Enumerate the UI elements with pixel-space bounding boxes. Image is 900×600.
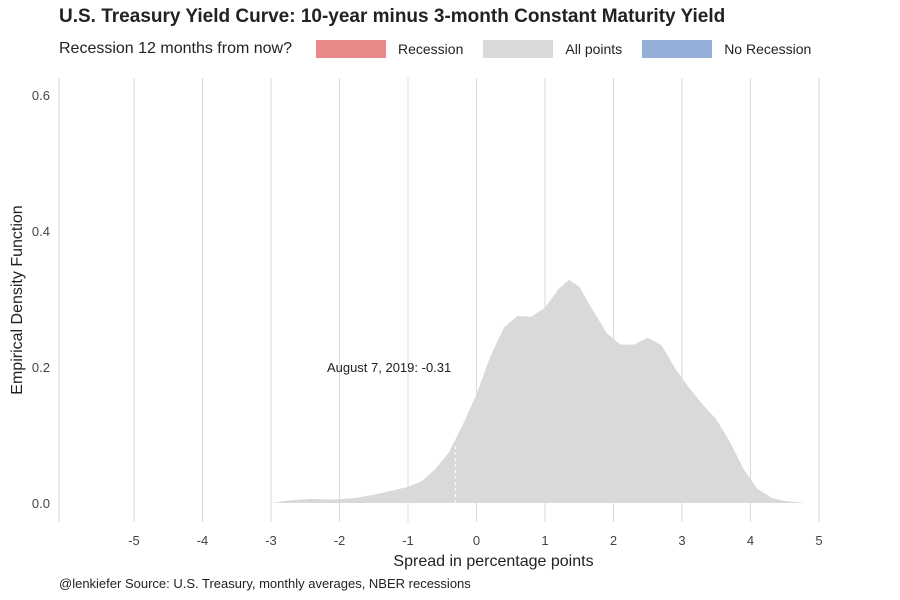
density-area-all-points <box>271 280 806 503</box>
x-tick-label: 5 <box>815 533 822 548</box>
y-tick-label: 0.4 <box>32 224 50 239</box>
x-tick-label: 2 <box>610 533 617 548</box>
legend-label-all-points: All points <box>565 41 623 57</box>
x-tick-label: 1 <box>541 533 548 548</box>
x-tick-label: -3 <box>265 533 277 548</box>
legend-swatch-no-recession <box>642 40 713 58</box>
x-tick-label: 3 <box>678 533 685 548</box>
legend-item-all-points: All points <box>483 40 622 58</box>
legend-label-no-recession: No Recession <box>724 41 812 57</box>
source-caption: @lenkiefer Source: U.S. Treasury, monthl… <box>59 576 471 591</box>
y-tick-label: 0.2 <box>32 360 50 375</box>
legend-label-recession: Recession <box>398 41 464 57</box>
legend-item-recession: Recession <box>316 40 463 58</box>
x-tick-label: 0 <box>473 533 480 548</box>
legend-title: Recession 12 months from now? <box>59 40 292 57</box>
legend-swatch-all-points <box>483 40 554 58</box>
y-tick-label: 0.6 <box>32 88 50 103</box>
legend-item-no-recession: No Recession <box>642 40 811 58</box>
x-tick-label: 4 <box>747 533 754 548</box>
x-axis-title: Spread in percentage points <box>393 553 593 570</box>
annotation-label: August 7, 2019: -0.31 <box>327 360 451 375</box>
x-tick-label: -1 <box>402 533 414 548</box>
chart-title: U.S. Treasury Yield Curve: 10-year minus… <box>59 6 726 27</box>
x-tick-label: -4 <box>197 533 209 548</box>
legend-swatch-recession <box>316 40 386 58</box>
legend: Recession 12 months from now? Recession … <box>59 38 831 60</box>
y-axis-title: Empirical Density Function <box>9 205 26 394</box>
y-tick-label: 0.0 <box>32 496 50 511</box>
x-tick-label: -5 <box>128 533 140 548</box>
x-tick-label: -2 <box>334 533 346 548</box>
